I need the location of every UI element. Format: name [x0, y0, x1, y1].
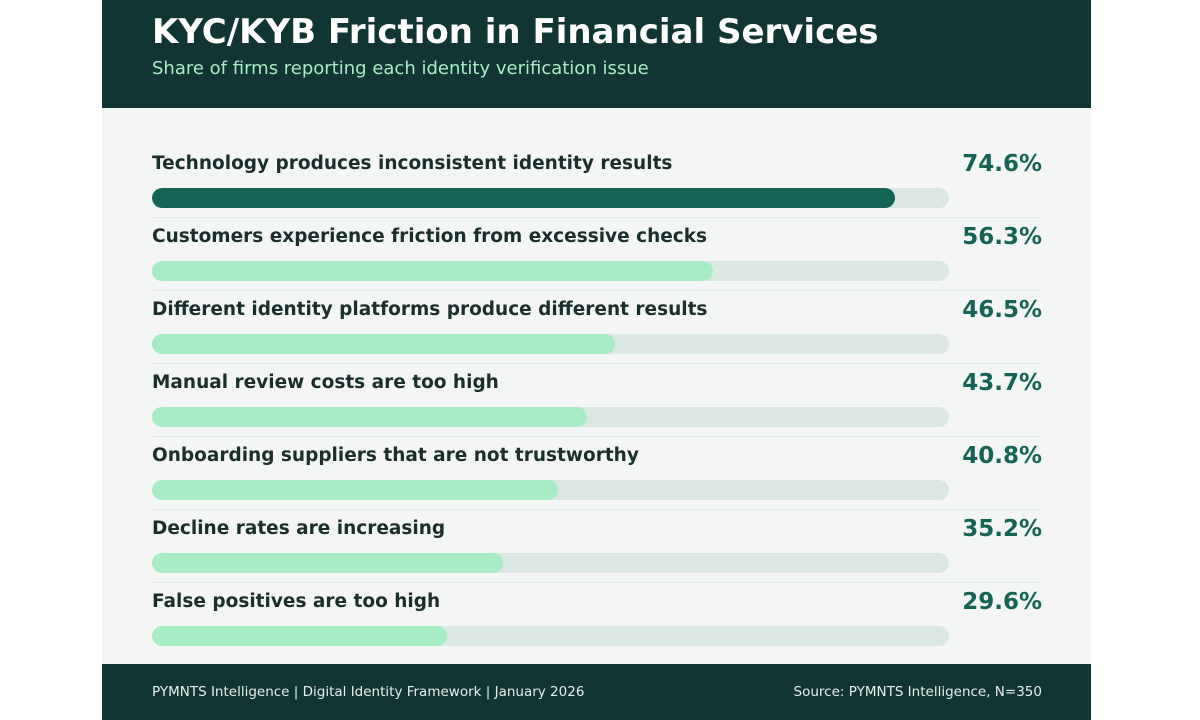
bar-row: Decline rates are increasing 35.2%: [152, 510, 1042, 583]
row-divider: [152, 290, 1042, 291]
bar: [152, 407, 588, 427]
bar: [152, 553, 503, 573]
bar-track: [152, 480, 949, 500]
bar-track: [152, 188, 949, 208]
page-title: KYC/KYB Friction in Financial Services: [152, 12, 879, 52]
bar: [152, 334, 616, 354]
bar: [152, 188, 896, 208]
bar-value-label: 43.7%: [962, 370, 1042, 396]
row-divider: [152, 217, 1042, 218]
bar-track: [152, 626, 949, 646]
bar-value-label: 46.5%: [962, 297, 1042, 323]
bar-value-label: 74.6%: [962, 151, 1042, 177]
bar-label: Manual review costs are too high: [152, 372, 499, 393]
bar: [152, 261, 713, 281]
bar-track: [152, 334, 949, 354]
bar-track: [152, 553, 949, 573]
bar-value-label: 56.3%: [962, 224, 1042, 250]
bar-value-label: 35.2%: [962, 516, 1042, 542]
bar-row: Customers experience friction from exces…: [152, 218, 1042, 291]
bar-track: [152, 261, 949, 281]
bar-row: Technology produces inconsistent identit…: [152, 145, 1042, 218]
bar: [152, 626, 447, 646]
page-subtitle: Share of firms reporting each identity v…: [152, 58, 649, 79]
footer-credit: PYMNTS Intelligence | Digital Identity F…: [152, 684, 585, 700]
footer-banner: PYMNTS Intelligence | Digital Identity F…: [102, 664, 1091, 720]
row-divider: [152, 582, 1042, 583]
bar-label: Different identity platforms produce dif…: [152, 299, 708, 320]
header-banner: KYC/KYB Friction in Financial Services S…: [102, 0, 1091, 108]
bar-value-label: 29.6%: [962, 589, 1042, 615]
row-divider: [152, 363, 1042, 364]
bar-label: Customers experience friction from exces…: [152, 226, 708, 247]
bar-value-label: 40.8%: [962, 443, 1042, 469]
horizontal-bar-chart: Technology produces inconsistent identit…: [152, 145, 1042, 655]
bar-row: Different identity platforms produce dif…: [152, 291, 1042, 364]
row-divider: [152, 436, 1042, 437]
bar-row: False positives are too high 29.6%: [152, 583, 1042, 656]
bar-label: False positives are too high: [152, 591, 441, 612]
bar-row: Manual review costs are too high 43.7%: [152, 364, 1042, 437]
infographic-card: KYC/KYB Friction in Financial Services S…: [102, 0, 1091, 720]
row-divider: [152, 509, 1042, 510]
bar: [152, 480, 559, 500]
bar-label: Technology produces inconsistent identit…: [152, 153, 673, 174]
bar-row: Onboarding suppliers that are not trustw…: [152, 437, 1042, 510]
bar-track: [152, 407, 949, 427]
footer-source: Source: PYMNTS Intelligence, N=350: [793, 684, 1042, 700]
bar-label: Onboarding suppliers that are not trustw…: [152, 445, 639, 466]
bar-label: Decline rates are increasing: [152, 518, 446, 539]
